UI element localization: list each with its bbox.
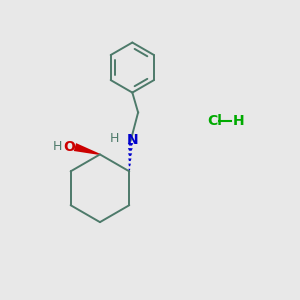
Text: H: H [109, 133, 119, 146]
Polygon shape [128, 169, 130, 171]
Text: H: H [232, 114, 244, 128]
Text: Cl: Cl [207, 114, 222, 128]
Polygon shape [128, 164, 131, 166]
Polygon shape [128, 158, 131, 161]
Text: N: N [126, 134, 138, 147]
Polygon shape [128, 148, 133, 151]
Text: H: H [53, 140, 62, 153]
Text: O: O [64, 140, 76, 154]
Polygon shape [128, 153, 132, 156]
Polygon shape [74, 143, 100, 155]
Polygon shape [128, 143, 134, 146]
